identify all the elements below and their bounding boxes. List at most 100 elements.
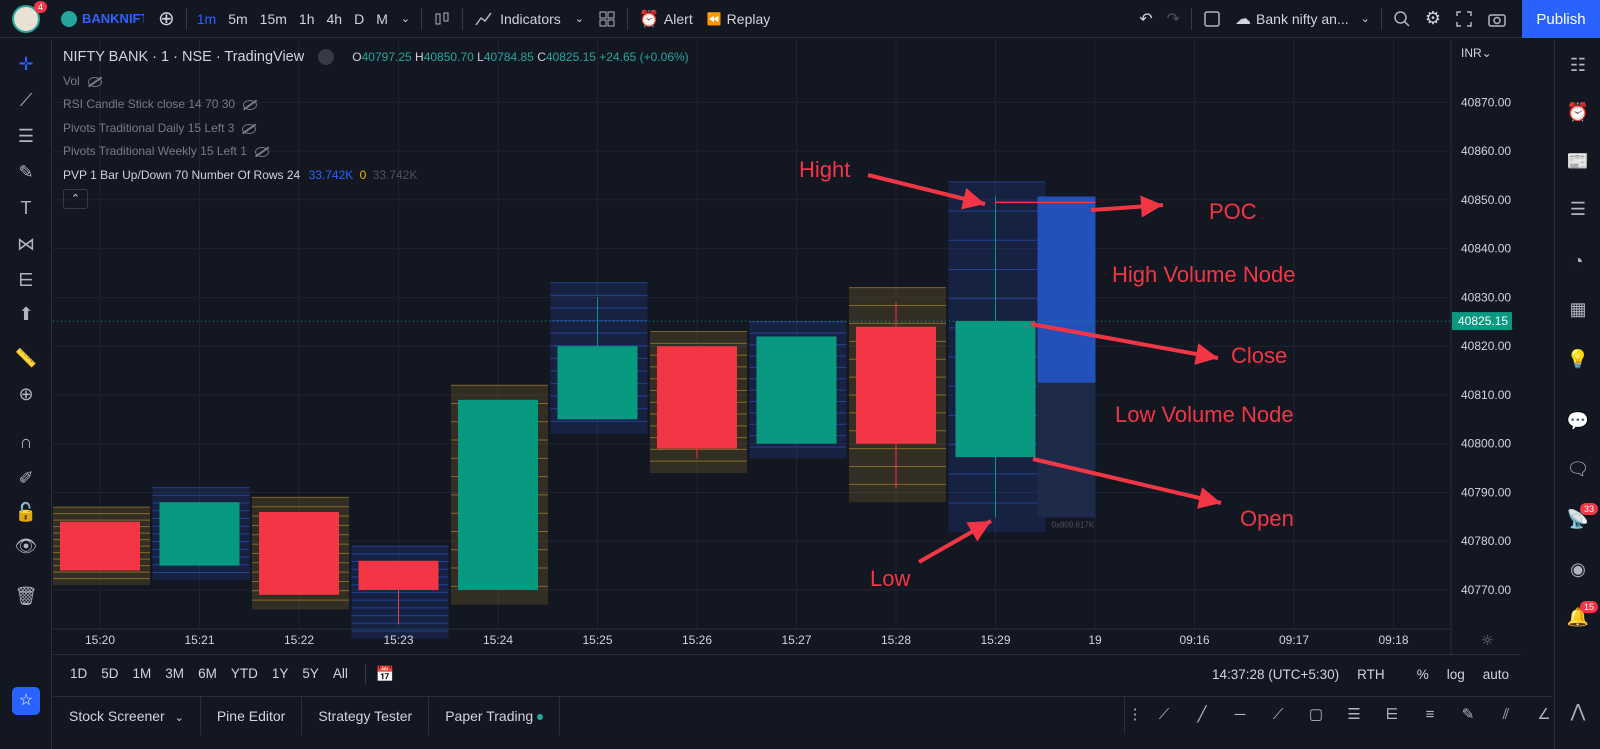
symbol-search[interactable]: BANKNIFTY — [54, 0, 151, 38]
ray-icon[interactable]: ⟋ — [1272, 706, 1284, 723]
eye-hidden-icon[interactable] — [254, 146, 269, 157]
lock-pen-icon[interactable]: ✐ — [18, 468, 34, 488]
news-icon[interactable]: 📰 — [1566, 151, 1590, 171]
range-ytd[interactable]: YTD — [230, 666, 258, 681]
angle-icon[interactable]: ∠ — [1537, 706, 1551, 723]
watchlist-icon[interactable]: ☷ — [1569, 55, 1587, 75]
timeframe-1m[interactable]: 1m — [196, 10, 217, 27]
avatar[interactable]: 4 — [12, 0, 47, 33]
tab-paper-trading[interactable]: Paper Trading — [429, 696, 561, 735]
brush-icon[interactable]: ✎ — [1461, 706, 1475, 723]
auto-toggle[interactable]: auto — [1482, 666, 1509, 682]
pattern-icon[interactable]: ⋈ — [17, 234, 35, 254]
fib-lines-icon[interactable]: ☰ — [17, 126, 35, 146]
hotlist-icon[interactable]: ◔ — [1572, 251, 1584, 271]
timeframe-15m[interactable]: 15m — [259, 10, 287, 27]
trend-line-icon[interactable]: ╱ — [1197, 706, 1207, 723]
ruler-icon[interactable]: 📏 — [14, 348, 38, 368]
range-5d[interactable]: 5D — [101, 666, 119, 681]
data-window-icon[interactable]: ☰ — [1569, 199, 1587, 219]
eye-hidden-icon[interactable] — [87, 76, 102, 87]
magnet-icon[interactable]: ∩ — [19, 432, 33, 452]
pitchfork-icon[interactable]: ≡ — [1425, 706, 1435, 723]
chart-canvas[interactable]: 0x809.817K INR⌄ 40870.00 40860.00 40850.00 40… — [53, 39, 1521, 654]
alarm-clock-icon[interactable]: ⏰ — [1566, 102, 1590, 122]
add-symbol-button[interactable]: ⊕ — [158, 8, 175, 30]
symbol-logo-icon — [61, 10, 77, 27]
favorites-star-icon[interactable]: ☆ — [12, 687, 40, 715]
legend-vol[interactable]: Vol — [63, 74, 102, 88]
broadcast-icon[interactable]: ◉ — [1570, 559, 1586, 579]
eye-hidden-icon[interactable] — [243, 99, 258, 110]
tab-pine-editor[interactable]: Pine Editor — [201, 696, 303, 735]
legend-pvp[interactable]: PVP 1 Bar Up/Down 70 Number Of Rows 24 3… — [63, 168, 417, 182]
timeframe-5m[interactable]: 5m — [228, 10, 248, 27]
fib-extension-icon[interactable]: ⋿ — [1385, 706, 1399, 723]
symbol-label: BANKNIFTY — [82, 11, 144, 26]
range-1d[interactable]: 1D — [70, 666, 88, 681]
redo-button[interactable]: ↷ — [1166, 10, 1181, 28]
legend-pivots-weekly[interactable]: Pivots Traditional Weekly 15 Left 1 — [63, 144, 269, 158]
timeframe-d[interactable]: D — [354, 10, 365, 27]
clock-label[interactable]: 14:37:28 (UTC+5:30) — [1211, 666, 1340, 682]
snapshot-button[interactable] — [1480, 0, 1514, 38]
messages-icon[interactable]: 🗨 — [1566, 459, 1590, 479]
range-1m[interactable]: 1M — [132, 666, 152, 681]
indicators-button[interactable]: Indicators — [467, 0, 568, 38]
rectangle-icon[interactable]: ▢ — [1308, 706, 1324, 723]
fullscreen-button[interactable] — [1448, 0, 1480, 38]
lock-icon[interactable]: 🔓 — [14, 502, 38, 522]
legend-pivots-daily[interactable]: Pivots Traditional Daily 15 Left 3 — [63, 121, 257, 135]
fib-retracement-icon[interactable]: ☰ — [1347, 706, 1361, 723]
chevron-down-icon[interactable]: ⌄ — [400, 13, 411, 25]
parallel-channel-icon[interactable]: ⫽ — [1502, 706, 1510, 723]
templates-button[interactable] — [591, 0, 623, 38]
layout-name-button[interactable]: ☁ Bank nifty an... ⌄ — [1228, 0, 1377, 38]
publish-button[interactable]: Publish — [1522, 0, 1600, 38]
range-3m[interactable]: 3M — [165, 666, 185, 681]
rth-toggle[interactable]: RTH — [1357, 666, 1385, 682]
ideas-bulb-icon[interactable]: 💡 — [1566, 349, 1590, 369]
range-all[interactable]: All — [332, 666, 348, 681]
timeframe-m[interactable]: M — [376, 10, 388, 27]
path-tool-icon[interactable]: ⟋ — [1158, 706, 1170, 723]
legend-menu-icon[interactable] — [318, 49, 335, 66]
timeframe-1h[interactable]: 1h — [298, 10, 315, 27]
search-button[interactable] — [1386, 0, 1418, 38]
brush-icon[interactable]: ✎ — [18, 162, 34, 182]
chevron-down-icon[interactable]: ⌄ — [574, 13, 584, 25]
percent-toggle[interactable]: % — [1416, 666, 1429, 682]
tab-strategy-tester[interactable]: Strategy Tester — [302, 696, 430, 735]
range-6m[interactable]: 6M — [198, 666, 217, 681]
eye-icon[interactable]: 👁 — [14, 536, 38, 556]
tab-stock-screener[interactable]: Stock Screener ⌄ — [53, 696, 201, 735]
crosshair-icon[interactable]: ✛ — [18, 54, 34, 74]
undo-button[interactable]: ↶ — [1139, 10, 1153, 28]
horizontal-ray-icon[interactable]: ─ — [1234, 706, 1246, 723]
calendar-icon[interactable]: ▦ — [1569, 299, 1587, 319]
log-toggle[interactable]: log — [1446, 666, 1465, 682]
trendline-icon[interactable]: ⟋ — [19, 90, 33, 110]
replay-button[interactable]: ⏪ Replay — [700, 0, 778, 38]
drag-handle-icon[interactable]: ⋮ — [1127, 706, 1143, 723]
arrow-up-icon[interactable]: ⬆ — [18, 304, 34, 324]
prediction-icon[interactable]: ⋿ — [18, 270, 34, 290]
trash-icon[interactable]: 🗑 — [14, 586, 38, 606]
zoom-in-icon[interactable]: ⊕ — [18, 384, 34, 404]
range-1y[interactable]: 1Y — [271, 666, 289, 681]
symbol-title[interactable]: NIFTY BANK · 1 · NSE · TradingView — [63, 49, 305, 65]
settings-button[interactable]: ⚙ — [1418, 0, 1448, 38]
goto-date-icon[interactable]: 📅 — [375, 665, 395, 683]
collapse-legend-button[interactable]: ⌃ — [63, 189, 88, 209]
text-icon[interactable]: T — [20, 198, 32, 218]
collapse-panel-icon[interactable]: ⋀ — [1570, 701, 1586, 721]
legend-rsi[interactable]: RSI Candle Stick close 14 70 30 — [63, 97, 258, 111]
layout-button[interactable] — [1196, 0, 1228, 38]
eye-hidden-icon[interactable] — [242, 123, 257, 134]
range-5y[interactable]: 5Y — [302, 666, 319, 681]
timeframe-4h[interactable]: 4h — [326, 10, 343, 27]
chart-type-button[interactable] — [426, 0, 458, 38]
alert-button[interactable]: ⏰ Alert — [632, 0, 700, 38]
chart-pane[interactable]: 0x809.817K INR⌄ 40870.00 40860.00 40850.00 40… — [53, 39, 1521, 654]
chats-icon[interactable]: 💬 — [1566, 411, 1590, 431]
